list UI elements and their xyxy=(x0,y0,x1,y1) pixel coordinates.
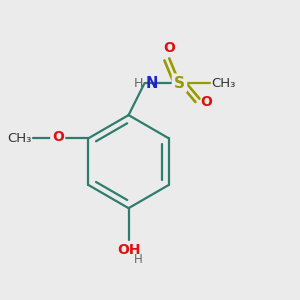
Text: CH₃: CH₃ xyxy=(7,132,31,145)
Text: O: O xyxy=(163,41,175,55)
Text: H: H xyxy=(134,253,143,266)
Text: O: O xyxy=(201,95,213,109)
Text: S: S xyxy=(174,76,185,91)
Text: N: N xyxy=(146,76,158,91)
Text: H: H xyxy=(134,76,143,90)
Text: OH: OH xyxy=(117,243,140,257)
Text: O: O xyxy=(52,130,64,144)
Text: CH₃: CH₃ xyxy=(212,76,236,90)
